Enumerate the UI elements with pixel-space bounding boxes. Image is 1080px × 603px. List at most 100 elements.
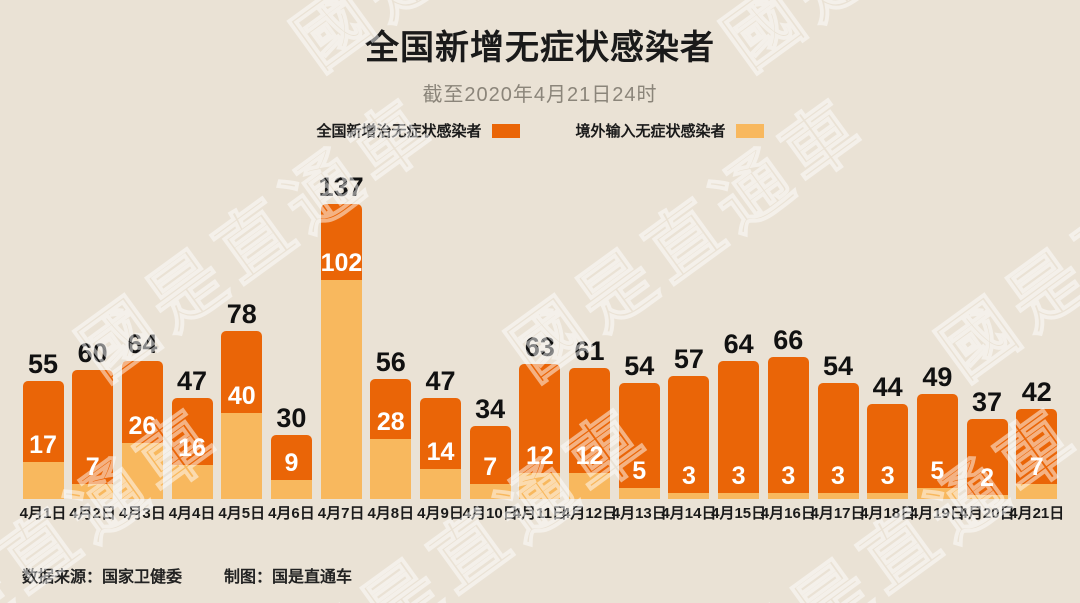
x-axis-label: 4月10日 [462,505,518,522]
bar-total-segment: 9 [270,434,312,499]
total-value-label: 64 [723,329,754,360]
x-axis-label: 4月12日 [562,505,618,522]
bar-total-segment: 7 [72,370,114,499]
legend-label-imported: 境外输入无症状感染者 [575,123,726,140]
legend-swatch-imported [735,123,764,138]
imported-value-label: 3 [681,461,696,490]
imported-value-label: 28 [376,407,405,436]
bar-column: 66 3 4月16日 [761,325,816,523]
legend-swatch-total [491,123,520,138]
bar-total-segment: 3 [718,361,760,499]
imported-value-label: 3 [781,461,796,490]
bar-column: 57 3 4月14日 [661,344,716,523]
bar-imported-segment [270,479,312,499]
imported-value-label: 40 [227,382,256,410]
total-value-label: 60 [77,338,108,368]
x-axis-label: 4月20日 [959,505,1015,522]
bar-total-segment: 16 [171,397,213,499]
total-value-label: 137 [318,172,364,203]
bar-imported-segment [618,488,660,499]
bar-column: 37 2 4月20日 [960,387,1015,523]
bar-column: 63 12 4月11日 [513,331,567,523]
total-value-label: 56 [375,346,406,377]
bar-imported-segment [22,462,64,499]
bar-column: 56 28 4月8日 [367,346,415,523]
bar-total-segment: 2 [966,419,1008,499]
x-axis-label: 4月17日 [810,505,866,522]
bar-imported-segment [817,492,859,499]
x-axis-label: 4月8日 [367,505,415,522]
bar-column: 42 7 4月21日 [1009,378,1064,523]
legend-item-total: 全国新增治无症状感染者 [316,120,520,141]
bar-column: 60 7 4月2日 [69,338,117,523]
x-axis-label: 4月11日 [512,505,567,522]
x-axis-label: 4月16日 [760,505,816,522]
bar-imported-segment [221,413,263,499]
imported-value-label: 16 [178,433,206,462]
bar-total-segment: 40 [221,331,263,499]
total-value-label: 47 [425,365,456,396]
bar-column: 54 5 4月13日 [612,350,667,523]
total-value-label: 54 [822,350,854,381]
imported-value-label: 3 [731,461,746,490]
bar-imported-segment [916,488,958,499]
bar-total-segment: 14 [420,397,461,499]
imported-value-label: 3 [831,461,845,490]
data-source-text: 数据来源：国家卫健委 [22,569,183,586]
imported-value-label: 12 [575,442,604,471]
x-axis-label: 4月6日 [268,505,315,522]
imported-value-label: 9 [284,448,299,477]
total-value-label: 54 [624,350,655,381]
bar-total-segment: 17 [22,380,64,499]
x-axis-label: 4月3日 [119,505,166,522]
total-value-label: 66 [773,325,804,356]
bar-column: 78 40 4月5日 [218,301,265,523]
x-axis-label: 4月1日 [19,505,67,522]
x-axis-label: 4月21日 [1009,505,1065,522]
imported-value-label: 5 [632,457,647,486]
total-value-label: 34 [475,393,506,424]
bar-column: 34 7 4月10日 [463,393,518,523]
chart-subtitle: 截至2020年4月21日24时 [422,84,658,106]
bar-column: 64 26 4月3日 [119,331,166,523]
bar-total-segment: 5 [916,393,958,499]
bar-total-segment: 3 [817,382,859,499]
bar-total-segment: 28 [370,378,412,499]
bar-imported-segment [966,494,1008,499]
imported-value-label: 3 [880,461,895,490]
bar-column: 64 3 4月15日 [711,329,766,523]
bar-total-segment: 3 [668,376,710,499]
total-value-label: 63 [524,331,555,362]
bar-total-segment: 12 [569,367,611,499]
bar-imported-segment [171,464,213,499]
bar-column: 137 102 4月7日 [317,172,365,523]
bar-total-segment: 3 [767,357,809,499]
total-value-label: 37 [972,387,1003,418]
bar-imported-segment [519,473,561,499]
x-axis-label: 4月2日 [69,505,117,522]
x-axis-label: 4月13日 [611,505,667,522]
total-value-label: 49 [922,361,953,392]
chart-legend: 全国新增治无症状感染者 境外输入无症状感染者 [0,120,1080,141]
chart-header: 全国新增无症状感染者 截至2020年4月21日24时 全国新增治无症状感染者 境… [0,0,1080,141]
stacked-bar-chart: 55 17 4月1日 60 7 4月2日 64 26 4月3日 47 16 4月4日 78 40 4月5日 3… [19,172,1065,524]
bar-column: 55 17 4月1日 [19,350,67,523]
imported-value-label: 17 [29,431,57,460]
bar-imported-segment [767,492,809,499]
bar-column: 44 3 4月18日 [860,374,915,523]
imported-value-label: 14 [426,437,455,466]
credit-text: 制图：国是直通车 [224,569,353,586]
bar-column: 54 3 4月17日 [810,350,865,523]
imported-value-label: 26 [128,412,157,441]
bar-total-segment: 7 [1016,408,1058,499]
bar-total-segment: 7 [469,425,511,499]
bar-column: 30 9 4月6日 [268,402,315,524]
total-value-label: 57 [673,344,704,375]
bar-column: 61 12 4月12日 [562,337,617,523]
x-axis-label: 4月7日 [317,505,365,522]
total-value-label: 30 [276,402,307,433]
bar-total-segment: 5 [618,382,660,499]
bar-column: 47 14 4月9日 [417,365,464,523]
imported-value-label: 5 [930,457,945,486]
